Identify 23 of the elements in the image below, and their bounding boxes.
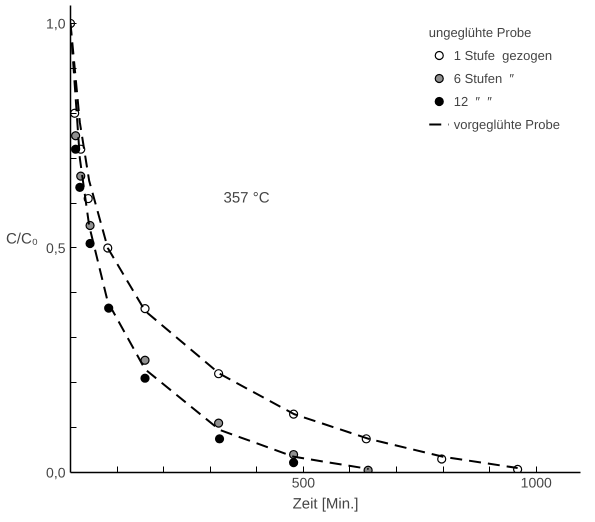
point bbox=[214, 418, 224, 428]
y-tick-label: 1,0 bbox=[46, 15, 66, 32]
legend-label: 12 ″ ″ bbox=[454, 94, 492, 108]
legend-label: 6 Stufen ″ bbox=[454, 70, 514, 86]
annotation: 357 °C bbox=[224, 189, 270, 206]
y-tick-label: 0,5 bbox=[46, 240, 66, 256]
legend-label: vorgeglühte Probe bbox=[454, 116, 560, 132]
x-tick-label: 1000 bbox=[520, 474, 552, 490]
point bbox=[140, 374, 150, 383]
point bbox=[75, 182, 84, 192]
point bbox=[364, 466, 373, 472]
point bbox=[71, 131, 80, 140]
point bbox=[85, 238, 95, 248]
x-tick-label: 500 bbox=[292, 474, 316, 490]
y-axis-title: C/C₀ bbox=[6, 230, 38, 248]
x-axis-title: Zeit [Min.] bbox=[292, 496, 358, 512]
legend-label: 1 Stufe gezogen bbox=[454, 48, 552, 62]
point bbox=[140, 356, 150, 365]
point bbox=[140, 304, 150, 314]
legend-title: ungeglühte Probe bbox=[428, 25, 532, 40]
point bbox=[214, 434, 224, 444]
point bbox=[288, 458, 298, 468]
y-tick-label: 0,0 bbox=[46, 464, 66, 480]
